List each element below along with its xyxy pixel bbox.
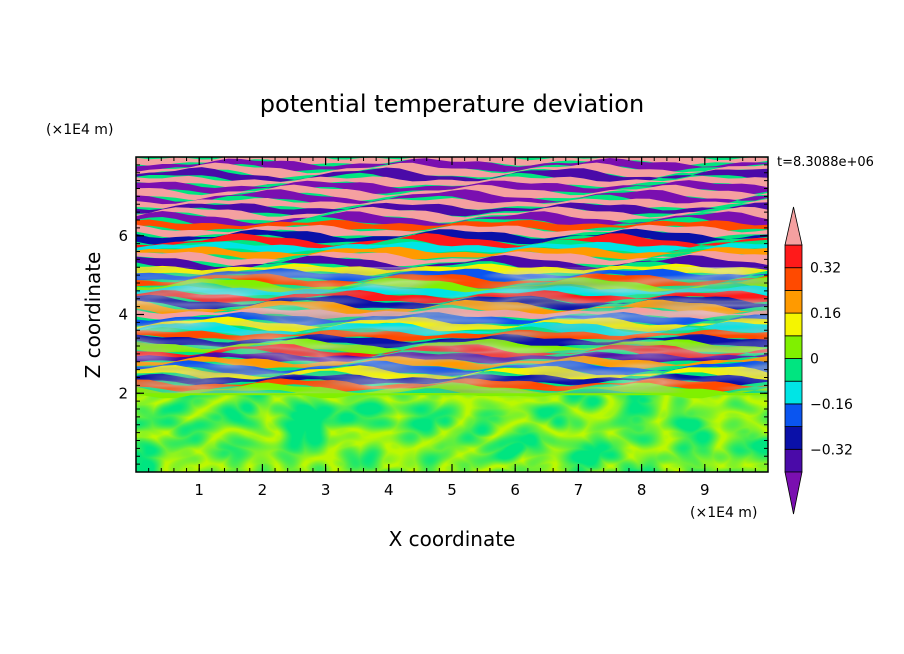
- colorbar-segment: [784, 335, 803, 359]
- colorbar-segment: [784, 426, 803, 450]
- colorbar-segment: [784, 289, 803, 314]
- lower-swirls: [136, 393, 768, 472]
- contour-band: [136, 198, 768, 210]
- x-unit-label: (×1E4 m): [690, 505, 757, 521]
- colorbar-segment: [784, 312, 803, 337]
- x-tick-label: 6: [510, 481, 520, 499]
- x-tick-label: 1: [194, 481, 204, 499]
- streak-texture: [136, 267, 768, 394]
- contour-band: [136, 246, 768, 261]
- y-axis: 2 4 6: [118, 164, 768, 465]
- y-axis-label: Z coordinate: [81, 252, 105, 379]
- colorbar-segment: [784, 244, 803, 269]
- y-tick-label: 2: [118, 384, 128, 402]
- contour-band: [136, 251, 768, 267]
- x-tick-label: 8: [637, 481, 647, 499]
- colorbar-segment: [784, 448, 803, 473]
- contour-band: [136, 241, 768, 254]
- y-tick-label: 4: [118, 306, 128, 324]
- contour-band: [136, 175, 768, 188]
- contour-band: [136, 167, 768, 186]
- contour-band: [136, 184, 768, 201]
- contour-band: [136, 228, 768, 245]
- contour-field: [136, 157, 768, 472]
- time-label: t=8.3088e+06: [777, 155, 874, 170]
- contour-band: [136, 189, 768, 208]
- x-tick-label: 2: [258, 481, 268, 499]
- layer-boundary: [136, 393, 768, 396]
- colorbar-segment: [784, 358, 803, 382]
- x-tick-label: 3: [321, 481, 331, 499]
- x-axis-label: X coordinate: [389, 527, 516, 551]
- contour-band: [136, 162, 768, 179]
- colorbar-tick-label: 0.16: [810, 306, 841, 322]
- contour-band: [136, 211, 768, 230]
- x-axis: 1 2 3 4 5 6 7 8 9: [148, 157, 769, 499]
- colorbar-tick-label: 0: [810, 352, 819, 368]
- colorbar-segment: [784, 380, 803, 405]
- contour-band: [136, 255, 768, 274]
- colorbar: 0.32 0.16 0 −0.16 −0.32: [784, 206, 853, 515]
- colorbar-tick-label: 0.32: [810, 261, 841, 277]
- colorbar-extend-min: [784, 471, 803, 515]
- y-unit-label: (×1E4 m): [46, 122, 113, 138]
- contour-band: [136, 158, 768, 173]
- x-tick-label: 4: [384, 481, 394, 499]
- x-tick-label: 5: [447, 481, 457, 499]
- colorbar-extend-max: [784, 206, 803, 246]
- x-tick-label: 9: [700, 481, 710, 499]
- contour-band: [136, 180, 768, 195]
- colorbar-tick-label: −0.16: [810, 397, 853, 413]
- contour-band: [136, 224, 768, 239]
- colorbar-segment: [784, 403, 803, 427]
- colorbar-tick-label: −0.32: [810, 442, 853, 458]
- colorbar-segment: [784, 267, 803, 291]
- chart-title: potential temperature deviation: [260, 90, 644, 118]
- y-tick-label: 6: [118, 227, 128, 245]
- x-tick-label: 7: [574, 481, 584, 499]
